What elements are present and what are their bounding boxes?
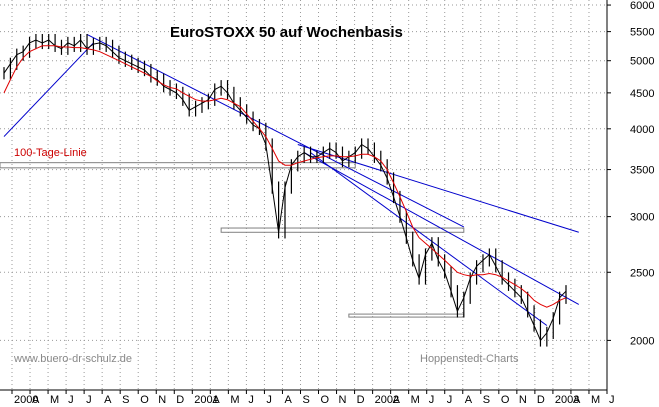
x-tick-label: 2002 xyxy=(375,394,399,406)
trendline xyxy=(3,42,94,137)
x-tick-label: S xyxy=(302,394,309,406)
x-tick-label: 2000 xyxy=(14,394,38,406)
x-tick-label: J xyxy=(266,394,272,406)
x-tick-label: J xyxy=(248,394,254,406)
x-tick-label: J xyxy=(68,394,74,406)
y-tick-label: 3500 xyxy=(630,165,654,177)
support-band xyxy=(348,313,465,318)
x-tick-label: J xyxy=(447,394,453,406)
y-tick-label: 2500 xyxy=(630,267,654,279)
moving-average-line xyxy=(3,45,567,308)
x-tick-label: A xyxy=(573,394,581,406)
y-tick-label: 2000 xyxy=(630,335,654,347)
y-tick-label: 6000 xyxy=(630,0,654,12)
grid xyxy=(0,0,608,390)
trendline xyxy=(86,33,465,228)
x-tick-label: M xyxy=(50,394,59,406)
x-tick-label: 2003 xyxy=(555,394,579,406)
x-tick-label: D xyxy=(537,394,545,406)
x-tick-label: M xyxy=(230,394,239,406)
price-series xyxy=(3,34,567,347)
x-tick-label: 2001 xyxy=(194,394,218,406)
x-tick-label: A xyxy=(284,394,292,406)
x-tick-label: S xyxy=(122,394,129,406)
x-tick-label: M xyxy=(411,394,420,406)
moving-average-series xyxy=(3,45,567,308)
x-tick-label: J xyxy=(609,394,615,406)
x-tick-label: A xyxy=(465,394,473,406)
x-tick-label: O xyxy=(140,394,149,406)
y-axis: 2000 2500 3000 3500 4000 4500 5000 5500 6000 xyxy=(607,0,654,347)
website-label: www.buero-dr-schulz.de xyxy=(13,353,132,365)
x-tick-label: M xyxy=(591,394,600,406)
x-tick-label: A xyxy=(393,394,401,406)
support-bands xyxy=(0,162,465,318)
x-tick-label: S xyxy=(483,394,490,406)
x-tick-label: D xyxy=(357,394,365,406)
ma-label: 100-Tage-Linie xyxy=(14,147,87,159)
y-tick-label: 4000 xyxy=(630,124,654,136)
support-band xyxy=(220,227,465,233)
price-line xyxy=(3,39,567,342)
x-tick-label: O xyxy=(321,394,330,406)
x-tick-label: N xyxy=(339,394,347,406)
trendline xyxy=(303,152,580,305)
x-tick-label: O xyxy=(501,394,510,406)
x-tick-label: D xyxy=(176,394,184,406)
x-tick-label: A xyxy=(212,394,220,406)
support-band xyxy=(0,162,356,169)
source-label: Hoppenstedt-Charts xyxy=(420,353,519,365)
x-tick-label: A xyxy=(32,394,40,406)
y-tick-label: 5000 xyxy=(630,56,654,68)
trendline xyxy=(310,152,548,326)
y-tick-label: 4500 xyxy=(630,88,654,100)
y-tick-label: 5500 xyxy=(630,27,654,39)
x-tick-label: N xyxy=(158,394,166,406)
x-tick-label: J xyxy=(86,394,92,406)
y-tick-label: 3000 xyxy=(630,212,654,224)
x-tick-label: N xyxy=(519,394,527,406)
chart-title: EuroSTOXX 50 auf Wochenbasis xyxy=(170,24,403,41)
x-tick-label: J xyxy=(429,394,435,406)
x-tick-label: A xyxy=(104,394,112,406)
